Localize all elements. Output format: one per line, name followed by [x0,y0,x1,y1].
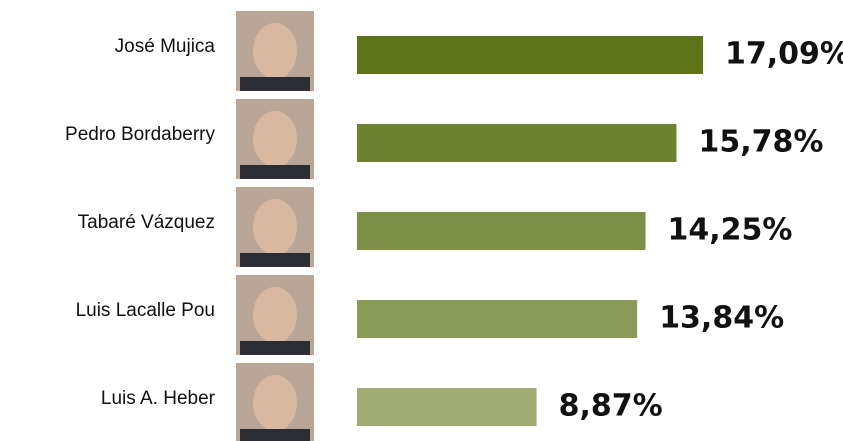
value-label: 17,09% [725,37,843,72]
photo-suit [240,429,310,441]
bar [357,300,637,338]
candidate-name: Luis A. Heber [101,388,216,409]
candidate-name: Pedro Bordaberry [65,124,215,145]
photo-face [253,199,297,255]
bar [357,388,537,426]
bar [357,212,646,250]
photo-suit [240,253,310,267]
photo-face [253,287,297,343]
value-label: 15,78% [698,125,823,160]
value-label: 8,87% [559,389,663,424]
candidate-name: Tabaré Vázquez [78,212,215,233]
photo-face [253,111,297,167]
bar [357,36,703,74]
bar [357,124,676,162]
photo-suit [240,165,310,179]
candidate-name: José Mujica [115,36,216,57]
chart: José Mujica 17,09% Pedro Bordaberry 15,78% T… [0,0,843,441]
photo-suit [240,77,310,91]
value-label: 13,84% [659,301,784,336]
photo-face [253,375,297,431]
photo-suit [240,341,310,355]
candidate-name: Luis Lacalle Pou [76,300,215,321]
value-label: 14,25% [668,213,793,248]
photo-face [253,23,297,79]
